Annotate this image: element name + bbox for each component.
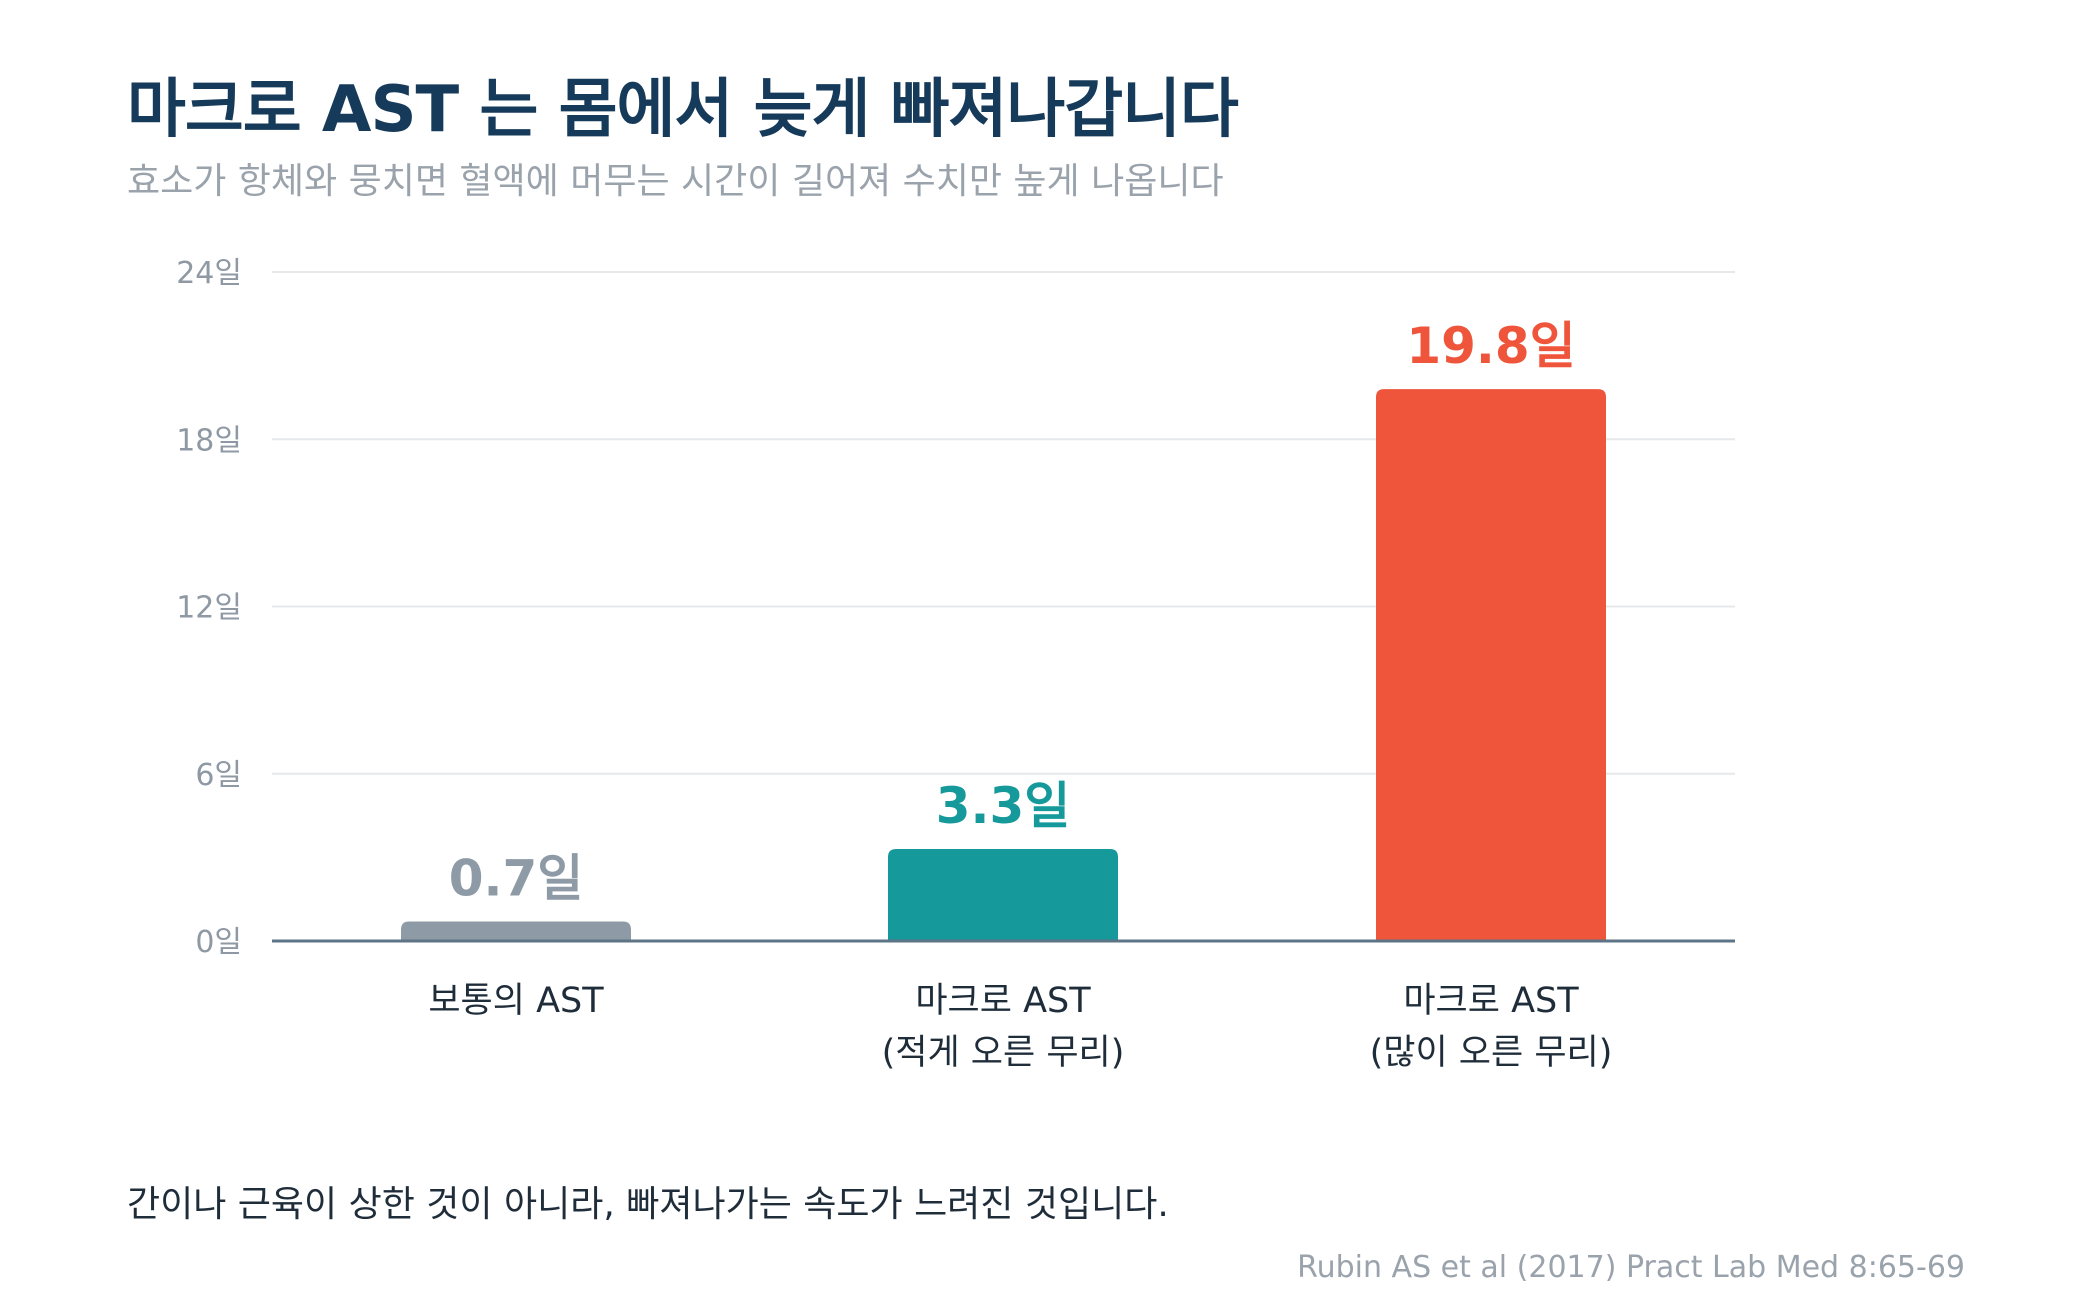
x-category-label: (많이 오른 무리) xyxy=(1370,1033,1613,1073)
data-label: 0.7일 xyxy=(449,849,584,907)
bar xyxy=(401,921,631,941)
value-labels: 0.7일 3.3일 19.8일 xyxy=(449,317,1576,907)
x-category-label: (적게 오른 무리) xyxy=(882,1033,1125,1073)
source-citation: Rubin AS et al (2017) Pract Lab Med 8:65… xyxy=(1297,1250,1965,1285)
y-axis-ticks: 0일 6일 12일 18일 24일 xyxy=(176,256,242,960)
category-labels: 보통의 AST 마크로 AST (적게 오른 무리) 마크로 AST (많이 오른 무리… xyxy=(428,981,1612,1073)
data-label: 19.8일 xyxy=(1406,317,1575,375)
x-category-label: 마크로 AST xyxy=(1403,981,1579,1021)
bars xyxy=(401,389,1606,941)
y-tick-label: 6일 xyxy=(195,758,242,793)
chart-title: 마크로 AST 는 몸에서 늦게 빠져나갑니다 xyxy=(127,73,1239,147)
y-tick-label: 0일 xyxy=(195,925,242,960)
bar xyxy=(888,849,1118,941)
takeaway-text: 간이나 근육이 상한 것이 아니라, 빠져나가는 속도가 느려진 것입니다. xyxy=(127,1184,1169,1225)
y-tick-label: 12일 xyxy=(176,591,242,626)
x-category-label: 보통의 AST xyxy=(428,981,604,1021)
data-label: 3.3일 xyxy=(936,777,1071,835)
bar xyxy=(1376,389,1606,941)
chart-subtitle: 효소가 항체와 뭉치면 혈액에 머무는 시간이 길어져 수치만 높게 나옵니다 xyxy=(127,161,1224,202)
y-tick-label: 18일 xyxy=(176,423,242,458)
y-tick-label: 24일 xyxy=(176,256,242,291)
x-category-label: 마크로 AST xyxy=(915,981,1091,1021)
